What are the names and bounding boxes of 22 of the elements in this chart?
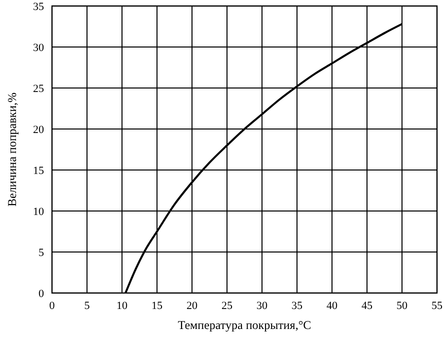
x-tick-label: 45: [362, 300, 373, 312]
x-axis-title: Температура покрытия,°C: [178, 318, 312, 332]
x-tick-label: 10: [116, 300, 128, 312]
x-tick-label: 35: [292, 300, 303, 312]
y-tick-label: 20: [33, 124, 44, 136]
y-tick-label: 25: [33, 83, 44, 95]
y-tick-label: 30: [33, 42, 44, 54]
x-tick-label: 15: [152, 300, 163, 312]
x-tick-label: 50: [396, 300, 408, 312]
x-tick-label: 20: [186, 300, 198, 312]
y-tick-label: 5: [38, 247, 44, 259]
x-tick-label: 30: [256, 300, 268, 312]
x-tick-label: 25: [222, 300, 233, 312]
y-tick-label: 10: [33, 206, 44, 218]
y-tick-label: 0: [38, 288, 44, 300]
y-axis-title: Величина поправки,%: [5, 92, 19, 207]
x-tick-label: 0: [49, 300, 56, 312]
y-tick-label: 35: [33, 1, 44, 13]
x-tick-label: 5: [84, 300, 90, 312]
y-tick-label: 15: [33, 165, 44, 177]
x-tick-label: 40: [326, 300, 338, 312]
x-tick-label: 55: [432, 300, 443, 312]
